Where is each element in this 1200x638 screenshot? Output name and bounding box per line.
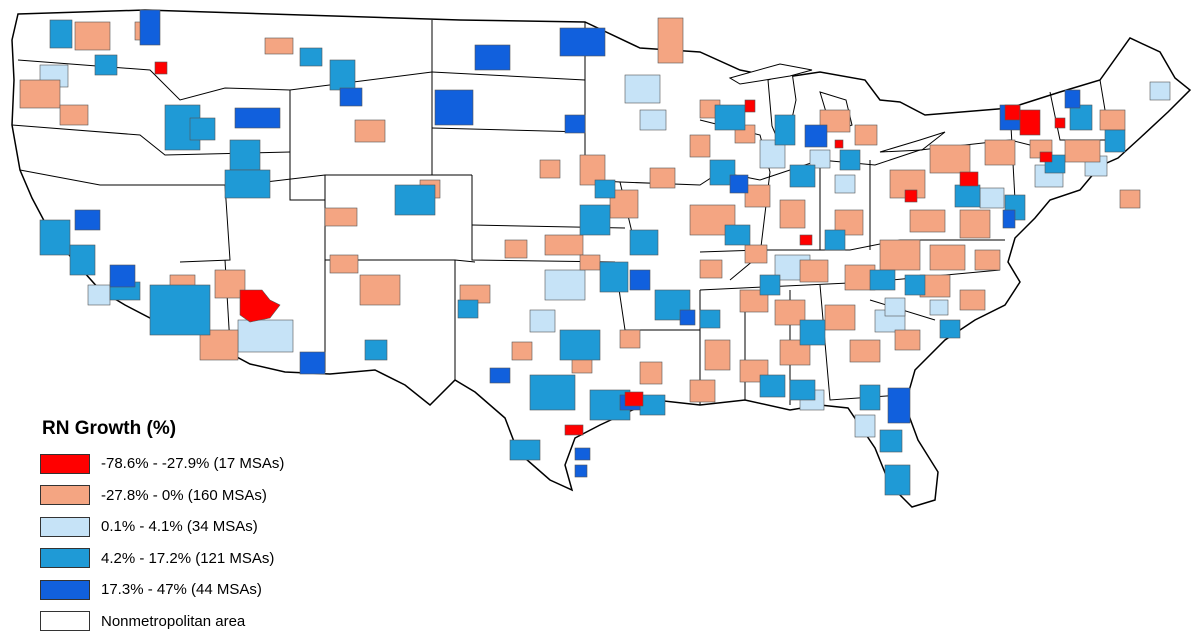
legend-label: 17.3% - 47% (44 MSAs) (101, 581, 262, 599)
legend-swatch (40, 611, 90, 632)
legend-swatch (40, 453, 90, 474)
legend-item: -27.8% - 0% (160 MSAs) (40, 480, 370, 512)
legend-label: -27.8% - 0% (160 MSAs) (101, 486, 267, 504)
legend-item: 0.1% - 4.1% (34 MSAs) (40, 511, 370, 543)
legend-title: RN Growth (%) (42, 418, 177, 439)
msa-regions (19, 9, 1171, 496)
legend-swatch (40, 548, 90, 569)
lake-erie (879, 131, 946, 153)
legend-item: 4.2% - 17.2% (121 MSAs) (40, 543, 370, 575)
legend-item: Nonmetropolitan area (40, 606, 370, 638)
legend-item: 17.3% - 47% (44 MSAs) (40, 574, 370, 606)
legend-item: -78.6% - -27.9% (17 MSAs) (40, 448, 370, 480)
legend-swatch (40, 579, 90, 600)
legend-label: 0.1% - 4.1% (34 MSAs) (101, 518, 258, 536)
legend-label: -78.6% - -27.9% (17 MSAs) (101, 455, 285, 473)
legend: RN Growth (%) -78.6% - -27.9% (17 MSAs) … (40, 418, 370, 637)
legend-items: -78.6% - -27.9% (17 MSAs) -27.8% - 0% (1… (40, 448, 370, 637)
lake-superior (728, 63, 813, 85)
legend-label: 4.2% - 17.2% (121 MSAs) (101, 549, 275, 567)
legend-swatch (40, 485, 90, 506)
legend-swatch (40, 516, 90, 537)
legend-label: Nonmetropolitan area (101, 612, 246, 630)
